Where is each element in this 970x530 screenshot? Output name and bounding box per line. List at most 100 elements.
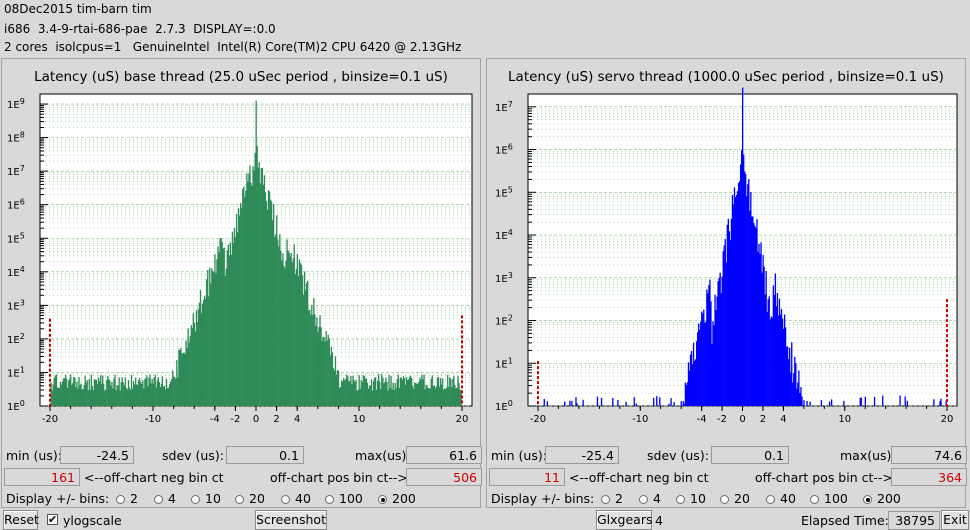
histogram-bar — [329, 355, 331, 406]
ylogscale-checkbox[interactable]: ✔ — [47, 514, 58, 525]
radio-icon — [325, 495, 334, 504]
histogram-bar — [239, 215, 241, 406]
histogram-bar — [772, 285, 774, 406]
histogram-bar — [211, 268, 213, 406]
histogram-bar — [349, 380, 351, 406]
exit-button[interactable]: Exit — [941, 510, 969, 530]
histogram-bar — [635, 403, 637, 406]
histogram-bar — [160, 383, 163, 406]
histogram-bar — [395, 387, 397, 406]
bins-radio-10[interactable]: 10 — [191, 491, 221, 506]
bins-radio-2[interactable]: 2 — [601, 491, 623, 506]
histogram-bar — [427, 387, 429, 406]
bins-radio-200[interactable]: 200 — [378, 491, 416, 506]
bins-radio-100[interactable]: 100 — [325, 491, 363, 506]
histogram-bar — [229, 242, 232, 406]
bins-radio-4[interactable]: 4 — [154, 491, 176, 506]
histogram-bar — [350, 375, 352, 406]
glxgears-button[interactable]: Glxgears — [596, 510, 653, 530]
histogram-bar — [172, 370, 174, 406]
histogram-bar — [303, 271, 306, 406]
histogram-bar — [283, 265, 285, 406]
histogram-bar — [124, 377, 127, 406]
x-tick-label: 10 — [353, 414, 366, 425]
histogram-bar — [564, 401, 566, 406]
bins-radio-10[interactable]: 10 — [676, 491, 706, 506]
bins-radio-40[interactable]: 40 — [766, 491, 796, 506]
histogram-bar — [285, 260, 287, 406]
histogram-bar — [298, 259, 301, 406]
histogram-bar — [201, 303, 204, 406]
y-tick-label: 1E4 — [7, 265, 25, 279]
bins-radio-100[interactable]: 100 — [810, 491, 848, 506]
histogram-bar — [749, 210, 751, 406]
histogram-bar — [370, 379, 373, 406]
histogram-bar — [420, 379, 422, 406]
histogram-bar — [415, 382, 417, 406]
histogram-bar — [357, 389, 359, 406]
histogram-bar — [291, 262, 293, 406]
histogram-bar — [94, 379, 97, 406]
bins-radio-4[interactable]: 4 — [639, 491, 661, 506]
histogram-bar — [206, 279, 208, 406]
y-tick-label: 1E3 — [495, 271, 513, 285]
histogram-bar — [450, 378, 452, 406]
histogram-bar — [796, 388, 798, 406]
histogram-bar — [435, 386, 438, 406]
histogram-bar — [186, 348, 188, 406]
histogram-bar — [421, 375, 423, 406]
histogram-bar — [710, 301, 712, 406]
histogram-bar — [387, 390, 389, 406]
bins-radio-40[interactable]: 40 — [281, 491, 311, 506]
histogram-bar — [739, 164, 742, 406]
histogram-bar — [434, 388, 437, 406]
histogram-bar — [713, 325, 715, 406]
histogram-bar — [761, 272, 763, 406]
bins-radio-20[interactable]: 20 — [235, 491, 265, 506]
histogram-bar — [351, 384, 353, 406]
histogram-bar — [196, 321, 199, 406]
histogram-bar — [775, 306, 778, 406]
histogram-bar — [165, 378, 168, 406]
histogram-bar — [780, 309, 783, 406]
bins-radio-200[interactable]: 200 — [863, 491, 901, 506]
x-tick-label: 0 — [739, 414, 745, 425]
bins-radio-2[interactable]: 2 — [116, 491, 138, 506]
histogram-bar — [92, 390, 95, 406]
reset-button[interactable]: Reset — [3, 510, 39, 530]
histogram-bar — [320, 327, 322, 406]
x-tick-label: -4 — [210, 414, 220, 425]
ylogscale-label: ylogscale — [63, 513, 122, 528]
header-date-host: 08Dec2015 tim-barn tim — [4, 2, 152, 16]
histogram-bar — [293, 244, 295, 406]
histogram-bar — [137, 384, 139, 406]
histogram-bar — [87, 390, 89, 406]
sdev-label: sdev (us): — [162, 448, 224, 463]
histogram-bar — [318, 327, 320, 406]
histogram-bar — [738, 181, 741, 406]
histogram-bar — [366, 382, 369, 406]
histogram-bar — [226, 250, 228, 406]
servo-bins-row: Display +/- bins: 2 4 10 20 40 100 200 — [487, 488, 965, 510]
histogram-bar — [451, 387, 453, 406]
histogram-bar — [792, 382, 794, 406]
histogram-bar — [185, 340, 187, 406]
histogram-bar — [295, 268, 297, 406]
y-tick-label: 1E7 — [495, 100, 513, 114]
histogram-bar — [121, 377, 123, 406]
histogram-bar — [178, 349, 180, 406]
histogram-bar — [453, 376, 455, 406]
histogram-bar — [776, 292, 779, 406]
max-value: 74.6 — [891, 446, 967, 464]
screenshot-button[interactable]: Screenshot — [255, 510, 327, 530]
histogram-bar — [446, 387, 448, 406]
histogram-bar — [131, 388, 134, 406]
histogram-bar — [790, 372, 792, 406]
histogram-bar — [156, 380, 158, 406]
histogram-bar — [276, 215, 278, 406]
histogram-bar — [408, 376, 411, 406]
neg-offchart-label: <--off-chart neg bin ct — [84, 470, 224, 485]
bins-radio-20[interactable]: 20 — [720, 491, 750, 506]
radio-icon — [766, 495, 775, 504]
histogram-bar — [707, 293, 709, 406]
